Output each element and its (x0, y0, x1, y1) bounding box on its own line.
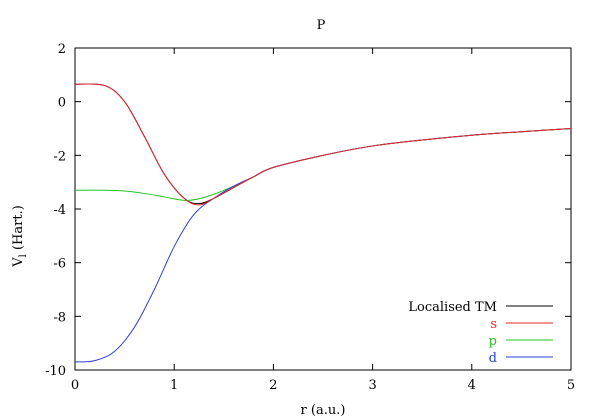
chart-title: P (317, 18, 326, 33)
legend-label-d: d (489, 351, 497, 366)
x-tick-label: 1 (170, 378, 178, 393)
x-tick-label: 5 (567, 378, 575, 393)
x-tick-label: 3 (368, 378, 376, 393)
x-tick-label: 4 (468, 378, 476, 393)
legend-label-s: s (490, 317, 497, 332)
x-tick-label: 2 (269, 378, 277, 393)
legend-label-p: p (489, 334, 497, 349)
x-tick-label: 0 (71, 378, 79, 393)
y-tick-label: -8 (53, 310, 66, 325)
y-tick-label: -2 (53, 149, 66, 164)
y-axis-label-main: V (11, 257, 26, 268)
y-tick-label: 2 (58, 42, 66, 57)
series-line-localised-tm (74, 83, 572, 205)
y-axis-label-rest: (Hart.) (11, 205, 26, 254)
y-tick-label: -6 (53, 257, 66, 272)
x-axis-label: r (a.u.) (301, 403, 346, 418)
legend-label-localised-tm: Localised TM (408, 300, 497, 315)
y-axis-label: Vl (Hart.) (11, 205, 29, 268)
y-tick-label: 0 (58, 96, 66, 111)
y-axis-label-sub: l (18, 254, 29, 257)
series-line-p (74, 128, 572, 201)
y-tick-label: -10 (45, 364, 66, 379)
series-line-s (74, 83, 572, 206)
y-tick-label: -4 (53, 203, 66, 218)
